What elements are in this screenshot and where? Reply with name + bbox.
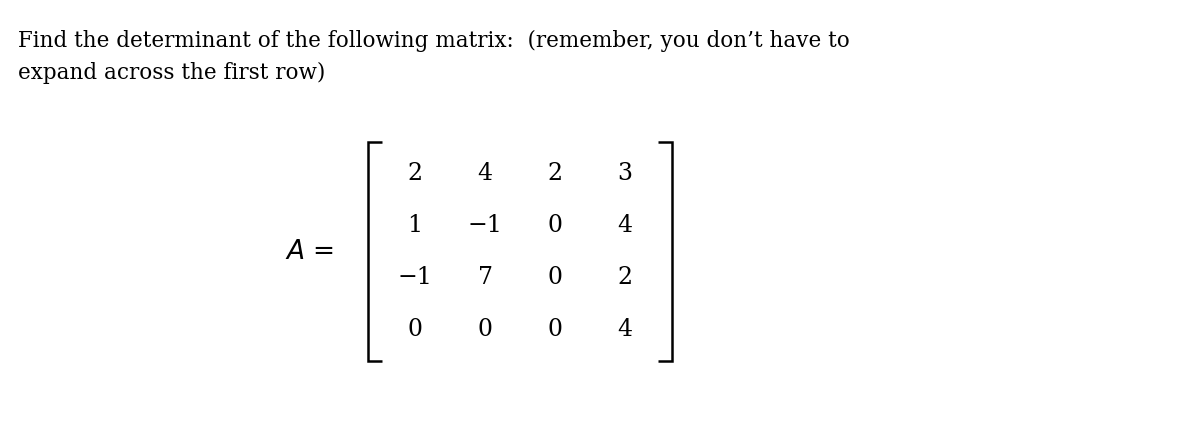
Text: expand across the first row): expand across the first row): [18, 62, 325, 84]
Text: 0: 0: [547, 266, 563, 289]
Text: $A$ =: $A$ =: [286, 239, 335, 264]
Text: 0: 0: [478, 318, 492, 340]
Text: 7: 7: [478, 266, 492, 289]
Text: 2: 2: [618, 266, 632, 289]
Text: Find the determinant of the following matrix:  (remember, you don’t have to: Find the determinant of the following ma…: [18, 30, 850, 52]
Text: 0: 0: [408, 318, 422, 340]
Text: 0: 0: [547, 318, 563, 340]
Text: 4: 4: [478, 162, 492, 185]
Text: 4: 4: [618, 318, 632, 340]
Text: 4: 4: [618, 214, 632, 237]
Text: 2: 2: [408, 162, 422, 185]
Text: −1: −1: [397, 266, 432, 289]
Text: 0: 0: [547, 214, 563, 237]
Text: 1: 1: [408, 214, 422, 237]
Text: −1: −1: [468, 214, 503, 237]
Text: 3: 3: [618, 162, 632, 185]
Text: 2: 2: [547, 162, 563, 185]
